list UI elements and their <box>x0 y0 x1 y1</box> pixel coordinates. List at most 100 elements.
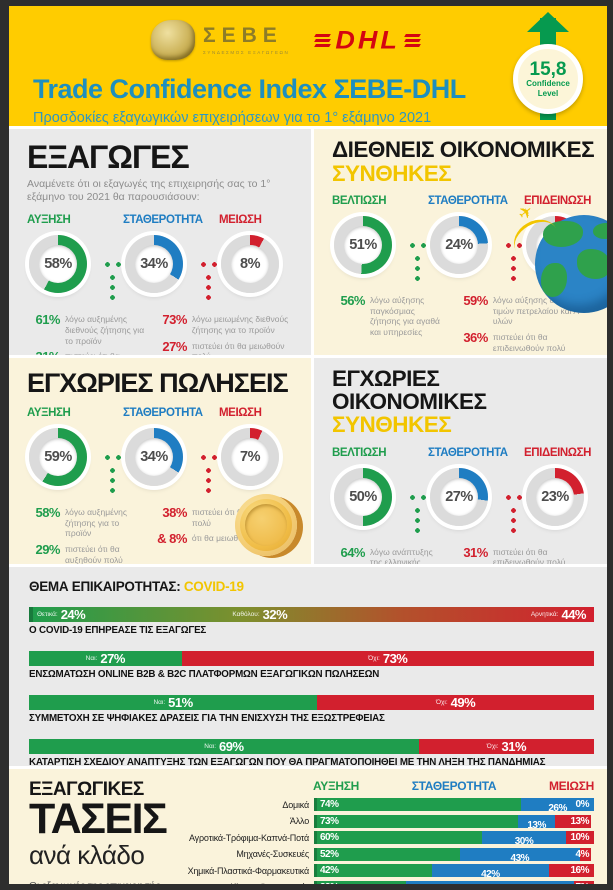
legend-increase: ΑΥΞΗΣΗ <box>313 779 360 793</box>
no-segment: Όχι: 49% <box>317 695 594 710</box>
dots-vertical <box>415 507 420 535</box>
seve-tagline: ΣΥΝΔΕΣΜΟΣ ΕΞΑΓΩΓΕΩΝ <box>203 50 290 55</box>
logos-row: ΣΕΒΕ ΣΥΝΔΕΣΜΟΣ ΕΞΑΓΩΓΕΩΝ DHL <box>151 14 607 66</box>
impact-negative: Αρνητικά: 44% <box>530 607 587 622</box>
dots-vertical <box>110 275 115 303</box>
panel-title: ΔΙΕΘΝΕΙΣ ΟΙΚΟΝΟΜΙΚΕΣ <box>332 137 595 162</box>
donut-hole: 58% <box>39 245 77 284</box>
donut-label: ΒΕΛΤΙΩΣΗ <box>332 195 387 207</box>
note-item: 36% πιστεύει ότι θα επιδεινωθούν πολύ <box>455 331 595 353</box>
covid-bar-group: Ναι: 51% Όχι: 49% ΣΥΜΜΕΤΟΧΗ ΣΕ ΨΗΦΙΑΚΕΣ ΔΡΑΣ… <box>29 695 594 724</box>
note-pct: 31% <box>27 350 60 355</box>
increase-segment: 73% <box>314 814 519 828</box>
dots-vertical <box>415 256 420 283</box>
dots-decoration <box>105 455 123 495</box>
no-label: Όχι: <box>435 699 448 706</box>
note-pct: 56% <box>340 293 365 308</box>
panel-title-2: ΣΥΝΘΗΚΕΣ <box>332 160 452 186</box>
donut-value: 24% <box>445 237 473 253</box>
dots-horizontal <box>105 455 122 460</box>
trend-row: Αγροτικά-Τρόφιμα-Καπνά-Ποτά 60% 30% 10% <box>185 831 594 847</box>
note-pct: 64% <box>340 544 365 560</box>
stacked-bar: 33% 60%7% <box>314 880 594 885</box>
donut-chart: 59% <box>29 428 87 486</box>
notes-right: 59% λόγω αύξησης διεθνών τιμών πετρελαίου… <box>455 294 595 355</box>
increase-value: 73% <box>320 815 339 827</box>
note-text: πιστεύει ότι θα αυξηθούν πολύ <box>65 543 123 564</box>
confidence-value: 15,8 <box>529 59 567 81</box>
yes-segment: Ναι: 27% <box>29 651 182 666</box>
trend-row: Μηχανές-Συσκευές 52% 43% 4% <box>185 847 594 864</box>
stacked-bar: 52% 43% 4% <box>314 847 594 864</box>
dhl-logo: DHL <box>314 25 421 56</box>
dots-decoration <box>410 494 428 535</box>
note-item: 58% λόγω αυξημένης ζήτησης για το προϊόν <box>27 506 146 539</box>
stability-value: 13% <box>527 819 546 831</box>
panel-row-2: ΕΓΧΩΡΙΕΣ ΠΩΛΗΣΕΙΣ ΑΥΞΗΣΗ 59% ΣΤΑΘΕΡΟΤΗΤΑ 34… <box>9 358 607 564</box>
note-text: λόγω αύξησης παγκόσμιας ζήτησης για αγαθ… <box>370 295 440 337</box>
note-item: 27%πιστεύει ότι θα μειωθούν πολύ <box>154 340 299 356</box>
header: ΣΕΒΕ ΣΥΝΔΕΣΜΟΣ ΕΞΑΓΩΓΕΩΝ DHL Trade Confi… <box>9 6 607 126</box>
sector-label: Χημικά-Πλαστικά-Φαρμακευτικά <box>187 865 310 876</box>
donut-group: ΑΥΞΗΣΗ 59% ΣΤΑΘΕΡΟΤΗΤΑ 34% ΜΕΙΩΣΗ 7% <box>27 407 299 495</box>
donut-column: ΑΥΞΗΣΗ 59% <box>27 407 105 486</box>
dots-vertical <box>110 468 115 495</box>
dots-horizontal <box>506 494 523 500</box>
stability-value: 42% <box>481 869 500 880</box>
dhl-stripes-icon <box>404 33 421 47</box>
dots-horizontal <box>105 262 122 268</box>
dots-horizontal <box>201 455 218 460</box>
yes-value: 69% <box>219 739 244 754</box>
donut-column: ΣΤΑΘΕΡΟΤΗΤΑ 34% <box>123 214 203 294</box>
trends-chart: ΑΥΞΗΣΗ ΣΤΑΘΕΡΟΤΗΤΑ ΜΕΙΩΣΗ Δομικά 74% 26% 0%… <box>185 779 594 884</box>
confidence-badge: 15,8 Confidence Level <box>505 12 591 122</box>
trend-row: Κλωστοϋφαντουργία33% 60%7% <box>185 880 594 885</box>
no-value: 49% <box>450 695 476 710</box>
sector-label: Κλωστοϋφαντουργία <box>185 882 314 884</box>
notes: 56% λόγω αύξησης παγκόσμιας ζήτησης για α… <box>332 294 595 355</box>
notes-left: 58% λόγω αυξημένης ζήτησης για το προϊόν 2… <box>27 506 146 564</box>
stability-segment: 42% <box>431 864 550 880</box>
donut-column: ΒΕΛΤΙΩΣΗ 50% <box>332 447 410 526</box>
donut-label: ΒΕΛΤΙΩΣΗ <box>332 446 387 459</box>
stability-value: 26% <box>548 803 567 814</box>
increase-value: 42% <box>320 865 339 876</box>
page-title: Trade Confidence Index ΣΕΒΕ-DHL <box>33 74 466 104</box>
note-text: πιστεύει ότι θα αυξηθούν πολύ <box>65 350 146 355</box>
increase-segment: 42% <box>314 864 432 877</box>
stability-value: 43% <box>510 852 530 864</box>
seve-logo: ΣΕΒΕ ΣΥΝΔΕΣΜΟΣ ΕΞΑΓΩΓΕΩΝ <box>151 20 289 60</box>
note-text: λόγω αυξημένης διεθνούς ζήτησης για το π… <box>65 314 145 346</box>
decrease-value: 7% <box>576 881 590 885</box>
sector-label: Δομικά <box>282 799 309 810</box>
dots-horizontal <box>201 262 218 268</box>
decrease-value: 0% <box>575 799 590 810</box>
stacked-bar: 73% 13% 13% <box>314 814 594 831</box>
stacked-bar: 60% 30% 10% <box>314 831 594 847</box>
donut-label: ΜΕΙΩΣΗ <box>219 214 262 227</box>
dots-decoration <box>105 262 123 303</box>
donut-label: ΑΥΞΗΣΗ <box>27 214 71 227</box>
covid-title: ΘΕΜΑ ΕΠΙΚΑΙΡΟΤΗΤΑΣ: COVID-19 <box>29 579 594 594</box>
donut-column: ΑΥΞΗΣΗ 58% <box>27 214 105 294</box>
donut-hole: 50% <box>344 477 382 516</box>
dots-vertical <box>511 507 516 535</box>
note-pct: 59% <box>463 293 488 308</box>
dots-decoration <box>410 243 428 283</box>
increase-segment: 52% <box>314 847 460 861</box>
note-item: 31% πιστεύει ότι θα αυξηθούν πολύ <box>27 350 146 355</box>
donut-value: 58% <box>44 256 72 273</box>
covid-bar-group: Ναι: 27% Όχι: 73% ΕΝΣΩΜΑΤΩΣΗ ONLINE B2B & B2… <box>29 651 594 680</box>
donut-chart: 34% <box>125 235 183 294</box>
donut-group: ΑΥΞΗΣΗ 58% ΣΤΑΘΕΡΟΤΗΤΑ 34% ΜΕΙΩΣΗ 8% <box>27 214 299 303</box>
note-item: 73% λόγω μειωμένης διεθνούς ζήτησης για τ… <box>154 313 299 335</box>
note-item: 56% λόγω αύξησης παγκόσμιας ζήτησης για α… <box>332 294 447 338</box>
donut-hole: 27% <box>440 477 478 516</box>
donut-label: ΣΤΑΘΕΡΟΤΗΤΑ <box>123 407 203 419</box>
donut-label: ΣΤΑΘΕΡΟΤΗΤΑ <box>123 214 203 227</box>
donut-hole: 34% <box>135 245 173 284</box>
increase-segment: 74% <box>314 798 522 811</box>
decrease-value: 13% <box>570 815 589 827</box>
legend-decrease: ΜΕΙΩΣΗ <box>548 779 594 793</box>
stacked-bar: 74% 26% 0% <box>314 798 594 814</box>
